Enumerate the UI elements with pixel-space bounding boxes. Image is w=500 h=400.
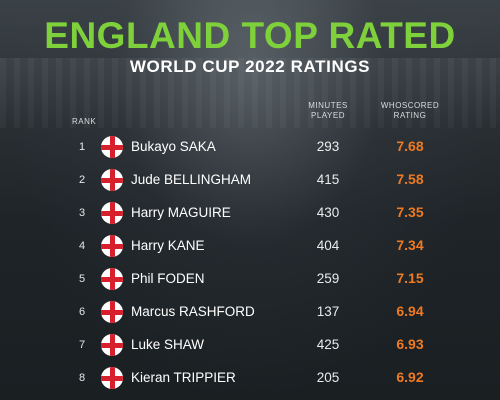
player-name: Harry MAGUIRE	[131, 205, 231, 220]
table-row: 5 Phil FODEN 259 7.15	[0, 263, 500, 296]
player-name: Phil FODEN	[131, 271, 205, 286]
england-flag-icon	[101, 136, 123, 158]
minutes-played: 425	[316, 337, 340, 352]
player-name: Kieran TRIPPIER	[131, 370, 236, 385]
player-name: Harry KANE	[131, 238, 205, 253]
player-rating: 7.34	[396, 237, 424, 253]
table-row: 8 Kieran TRIPPIER 205 6.92	[0, 362, 500, 395]
table-row: 1 Bukayo SAKA 293 7.68	[0, 131, 500, 164]
england-flag-icon	[101, 367, 123, 389]
player-rating: 7.35	[396, 204, 424, 220]
minutes-header-line1: MINUTES	[308, 101, 348, 110]
player-rank: 4	[78, 240, 86, 252]
table-row: 7 Luke SHAW 425 6.93	[0, 329, 500, 362]
player-rank: 5	[78, 273, 86, 285]
minutes-played: 259	[316, 271, 340, 286]
player-rating: 6.94	[396, 303, 424, 319]
player-name: Marcus RASHFORD	[131, 304, 255, 319]
player-rank: 6	[78, 306, 86, 318]
table-row: 2 Jude BELLINGHAM 415 7.58	[0, 164, 500, 197]
player-rank: 7	[78, 339, 86, 351]
rating-header-line1: WHOSCORED	[380, 101, 440, 110]
england-flag-icon	[101, 169, 123, 191]
player-rank: 2	[78, 174, 86, 186]
player-rank: 3	[78, 207, 86, 219]
minutes-column-header: MINUTES PLAYED	[300, 101, 356, 121]
player-rating: 6.93	[396, 336, 424, 352]
player-rating: 7.58	[396, 171, 424, 187]
player-rank: 8	[78, 372, 86, 384]
player-name: Bukayo SAKA	[131, 139, 216, 154]
england-flag-icon	[101, 202, 123, 224]
england-flag-icon	[101, 268, 123, 290]
player-rating: 7.68	[396, 138, 424, 154]
rating-column-header: WHOSCORED RATING	[374, 101, 446, 121]
rank-column-header: RANK	[72, 117, 97, 126]
rating-header-line2: RATING	[393, 111, 427, 120]
page-subtitle: WORLD CUP 2022 RATINGS	[129, 57, 371, 76]
table-row: 4 Harry KANE 404 7.34	[0, 230, 500, 263]
minutes-played: 404	[316, 238, 340, 253]
england-flag-icon	[101, 301, 123, 323]
england-flag-icon	[101, 334, 123, 356]
player-rating: 7.15	[396, 270, 424, 286]
england-flag-icon	[101, 235, 123, 257]
minutes-played: 205	[316, 370, 340, 385]
table-row: 6 Marcus RASHFORD 137 6.94	[0, 296, 500, 329]
player-rating: 6.92	[396, 369, 424, 385]
ratings-table: 1 Bukayo SAKA 293 7.68 2 Jude BELLINGHAM…	[0, 131, 500, 395]
minutes-played: 415	[316, 172, 340, 187]
minutes-played: 137	[316, 304, 340, 319]
player-rank: 1	[78, 141, 86, 153]
minutes-played: 430	[316, 205, 340, 220]
player-name: Jude BELLINGHAM	[131, 172, 252, 187]
table-row: 3 Harry MAGUIRE 430 7.35	[0, 197, 500, 230]
page-title: ENGLAND TOP RATED	[44, 15, 456, 56]
minutes-played: 293	[316, 139, 340, 154]
stadium-stands	[0, 58, 500, 128]
player-name: Luke SHAW	[131, 337, 205, 352]
minutes-header-line2: PLAYED	[311, 111, 345, 120]
